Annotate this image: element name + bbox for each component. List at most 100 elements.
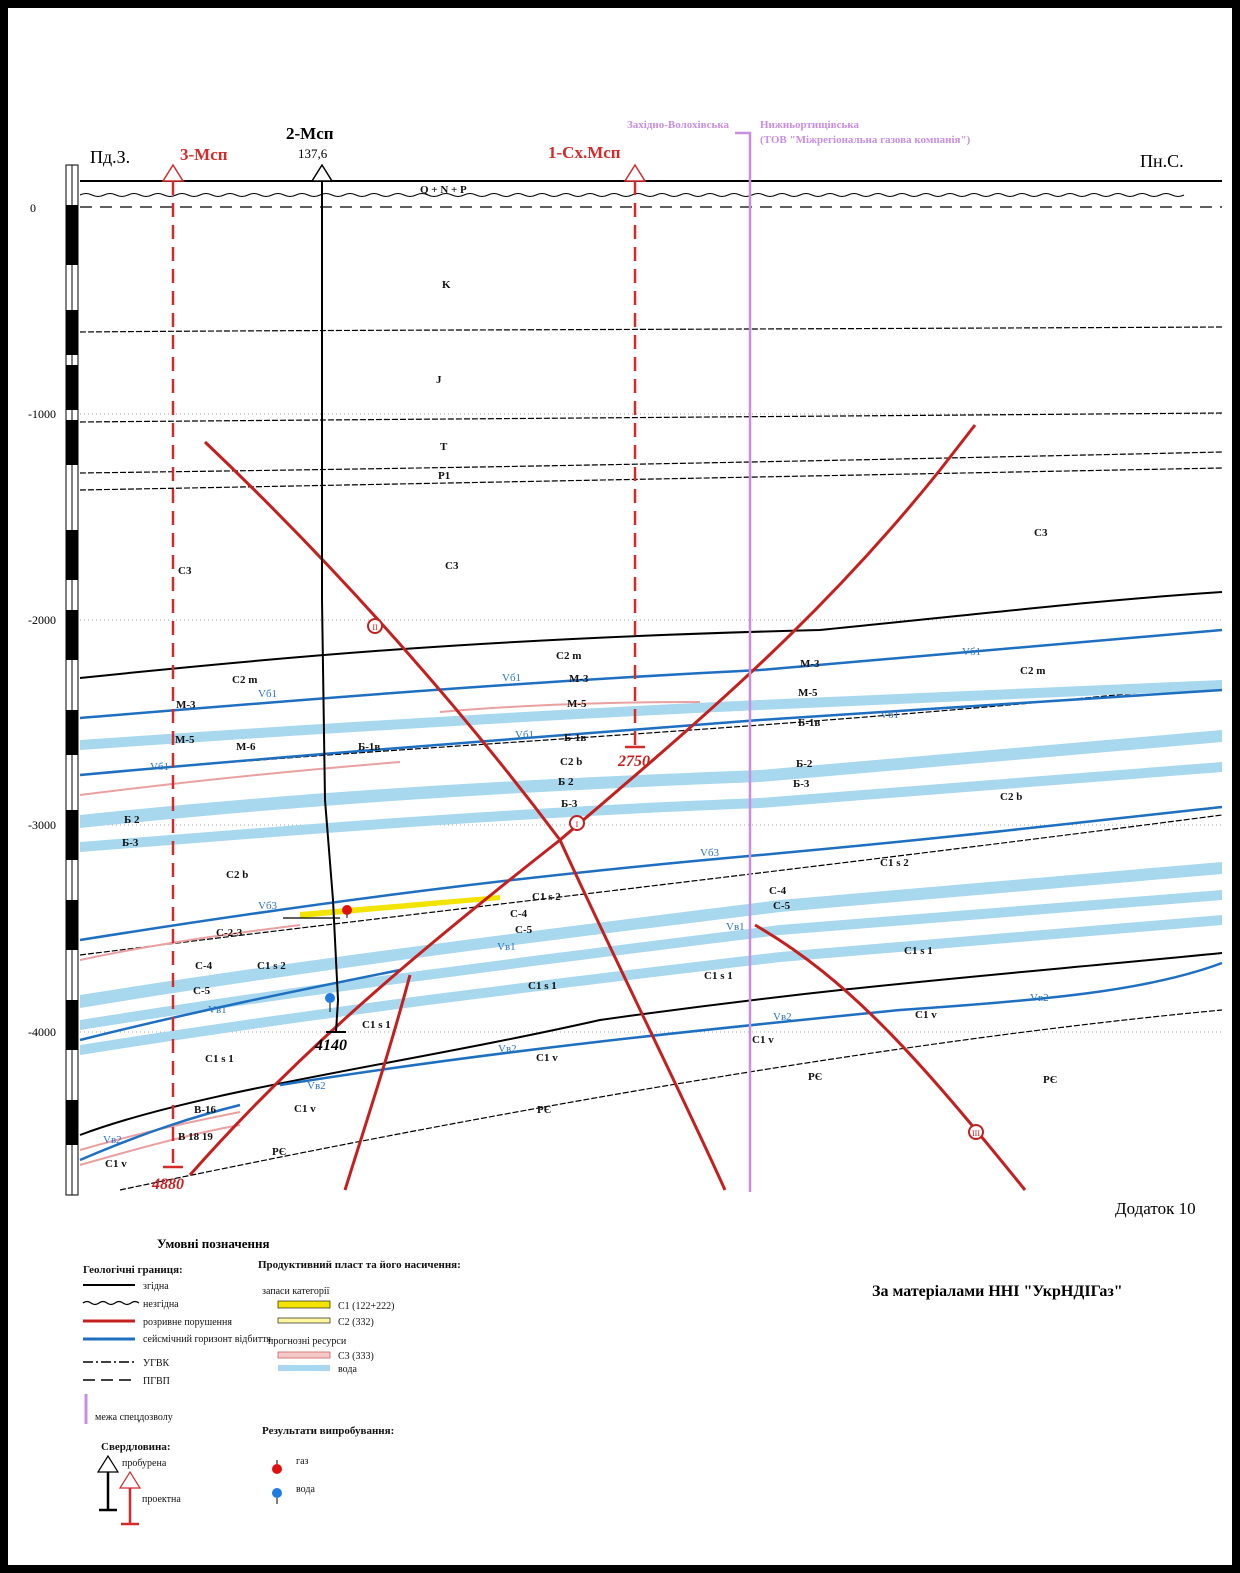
seismic-vv2-b: Vв2: [773, 1011, 792, 1023]
strata-pe-d: PЄ: [272, 1146, 286, 1158]
horizon-c5-right: С-5: [773, 900, 791, 912]
water-layers: [80, 680, 1222, 1055]
legend-c1-cat: С1 (122+222): [338, 1301, 394, 1312]
horizon-b3-right: Б-3: [793, 778, 810, 790]
fault-marker-i: [569, 815, 585, 831]
legend-water-test-icon: [272, 1488, 282, 1498]
legend-seismic: сейсмічний горизонт відбиття: [143, 1334, 271, 1345]
legend: Умовні позначення Геологічні границя: зг…: [82, 1236, 461, 1526]
horizon-c4-right: С-4: [769, 885, 787, 897]
legend-ugvk: УГВК: [143, 1358, 170, 1369]
well-name-3msp: 3-Мсп: [180, 145, 228, 164]
strata-c1s1-c: C1 s 1: [904, 945, 933, 957]
fault-marker-ii: [367, 618, 383, 634]
legend-c2-swatch: [277, 1317, 331, 1324]
horizon-m5-mid: М-5: [567, 698, 587, 710]
horizon-c4-left: С-4: [195, 960, 213, 972]
legend-geo-title: Геологічні границя:: [83, 1264, 183, 1276]
seismic-vv1-b: Vв1: [497, 941, 516, 953]
seismic-vv2-c: Vв2: [498, 1043, 517, 1055]
seismic-vb1-a: Vб1: [258, 688, 277, 700]
legend-projected-icon: [118, 1470, 142, 1489]
discordant-boundaries: [79, 326, 1223, 1191]
strata-k: K: [442, 279, 451, 291]
legend-concordant: згідна: [143, 1281, 169, 1292]
seismic-vb3-b: Vб3: [258, 900, 278, 912]
well-depth-2msp: 4140: [314, 1037, 347, 1054]
legend-c1-swatch: [277, 1300, 331, 1309]
horizon-c5-left: С-5: [193, 985, 211, 997]
strata-c1v-e: C1 v: [105, 1158, 127, 1170]
legend-drilled: пробурена: [122, 1458, 167, 1469]
gas-reservoir-c1: [300, 895, 500, 918]
legend-c3-cat: С3 (333): [338, 1351, 374, 1362]
legend-pgvp: ПГВП: [143, 1376, 170, 1387]
strata-c1s1-b: C1 s 1: [704, 970, 733, 982]
horizon-m5-left: М-5: [175, 734, 195, 746]
well-altitude-2msp: 137,6: [298, 146, 328, 161]
license-left-name: Західно-Волохівська: [627, 119, 730, 131]
legend-drilled-icon: [96, 1454, 120, 1473]
horizon-b1v-right: Б-1в: [798, 717, 820, 729]
horizon-b3-mid: Б-3: [561, 798, 578, 810]
legend-water-swatch: [278, 1365, 330, 1371]
strata-c2b-right: C2 b: [1000, 791, 1022, 803]
strata-c1v-a: C1 v: [536, 1052, 558, 1064]
strata-c3-mid: C3: [445, 560, 459, 572]
seismic-labels: Vб1 Vб1 Vб1 Vб1 Vб1 Vб1 Vб3 Vб3 Vв1 Vв1 …: [103, 646, 1049, 1146]
seismic-horizons: [79, 628, 1223, 1162]
legend-c2-cat: С2 (332): [338, 1317, 374, 1328]
seismic-vb1-c: Vб1: [962, 646, 981, 658]
direction-right: Пн.С.: [1140, 151, 1184, 171]
legend-title: Умовні позначення: [157, 1236, 270, 1251]
depth-tick-2000: -2000: [28, 613, 56, 627]
strata-c2b-mid: C2 b: [560, 756, 582, 768]
legend-water: вода: [338, 1364, 357, 1375]
legend-c3-swatch: [277, 1351, 331, 1359]
strata-c1v-b: C1 v: [752, 1034, 774, 1046]
well-2msp: [310, 163, 346, 1033]
strata-j: J: [436, 374, 442, 386]
horizon-c5-mid: С-5: [515, 924, 533, 936]
horizon-c4-mid: С-4: [510, 908, 528, 920]
horizon-m5-right: М-5: [798, 687, 818, 699]
water-test-marker: [325, 993, 335, 1012]
license-company: (ТОВ "Міжрегіональна газова компанія"): [760, 134, 971, 146]
horizon-m3-mid: М-3: [569, 673, 589, 685]
seismic-vb1-e: Vб1: [515, 729, 534, 741]
horizon-b2-right: Б-2: [796, 758, 813, 770]
legend-fault: розривне порушення: [143, 1317, 232, 1328]
seismic-vb1-f: Vб1: [150, 761, 169, 773]
legend-discordant: незгідна: [143, 1299, 179, 1310]
horizon-b1v-left: Б-1в: [358, 741, 380, 753]
strata-t: T: [440, 441, 448, 453]
depth-tick-4000: -4000: [28, 1025, 56, 1039]
strata-quaternary: Q + N + P: [420, 184, 467, 196]
legend-gas: газ: [296, 1456, 309, 1467]
strata-c1v-c: C1 v: [915, 1009, 937, 1021]
well-3msp: [161, 163, 185, 1169]
horizon-labels: М-3 М-5 М-6 Б-1в М-3 М-5 Б-1в Б 2 Б-3 М-…: [122, 658, 820, 1143]
well-depth-1sxmsp: 2750: [617, 753, 650, 770]
horizon-b3-left: Б-3: [122, 837, 139, 849]
strata-c2m-right: C2 m: [1020, 665, 1045, 677]
well-depth-3msp: 4880: [151, 1176, 184, 1193]
horizon-m3-left: М-3: [176, 699, 196, 711]
strata-p1: P1: [438, 470, 450, 482]
horizon-b1v-mid: Б-1в: [564, 732, 586, 744]
license-boundary-line: [735, 131, 752, 1192]
legend-forecast: прогнозні ресурси: [268, 1336, 347, 1347]
depth-tick-3000: -3000: [28, 818, 56, 832]
legend-product-title: Продуктивний пласт та його насичення:: [258, 1259, 461, 1271]
source-note: За матеріалами ННІ "УкрНДІГаз": [872, 1283, 1123, 1300]
well-1sxmsp: [623, 163, 647, 749]
strata-c2m-left: C2 m: [232, 674, 257, 686]
strata-c1s2-right: C1 s 2: [880, 857, 909, 869]
fault-label-iii: III: [972, 1129, 980, 1138]
quaternary-base: [79, 193, 1185, 197]
seismic-vv2-d: Vв2: [307, 1080, 326, 1092]
horizon-m3-right: М-3: [800, 658, 820, 670]
seismic-vv1-c: Vв1: [208, 1004, 227, 1016]
strata-c1v-d: C1 v: [294, 1103, 316, 1115]
